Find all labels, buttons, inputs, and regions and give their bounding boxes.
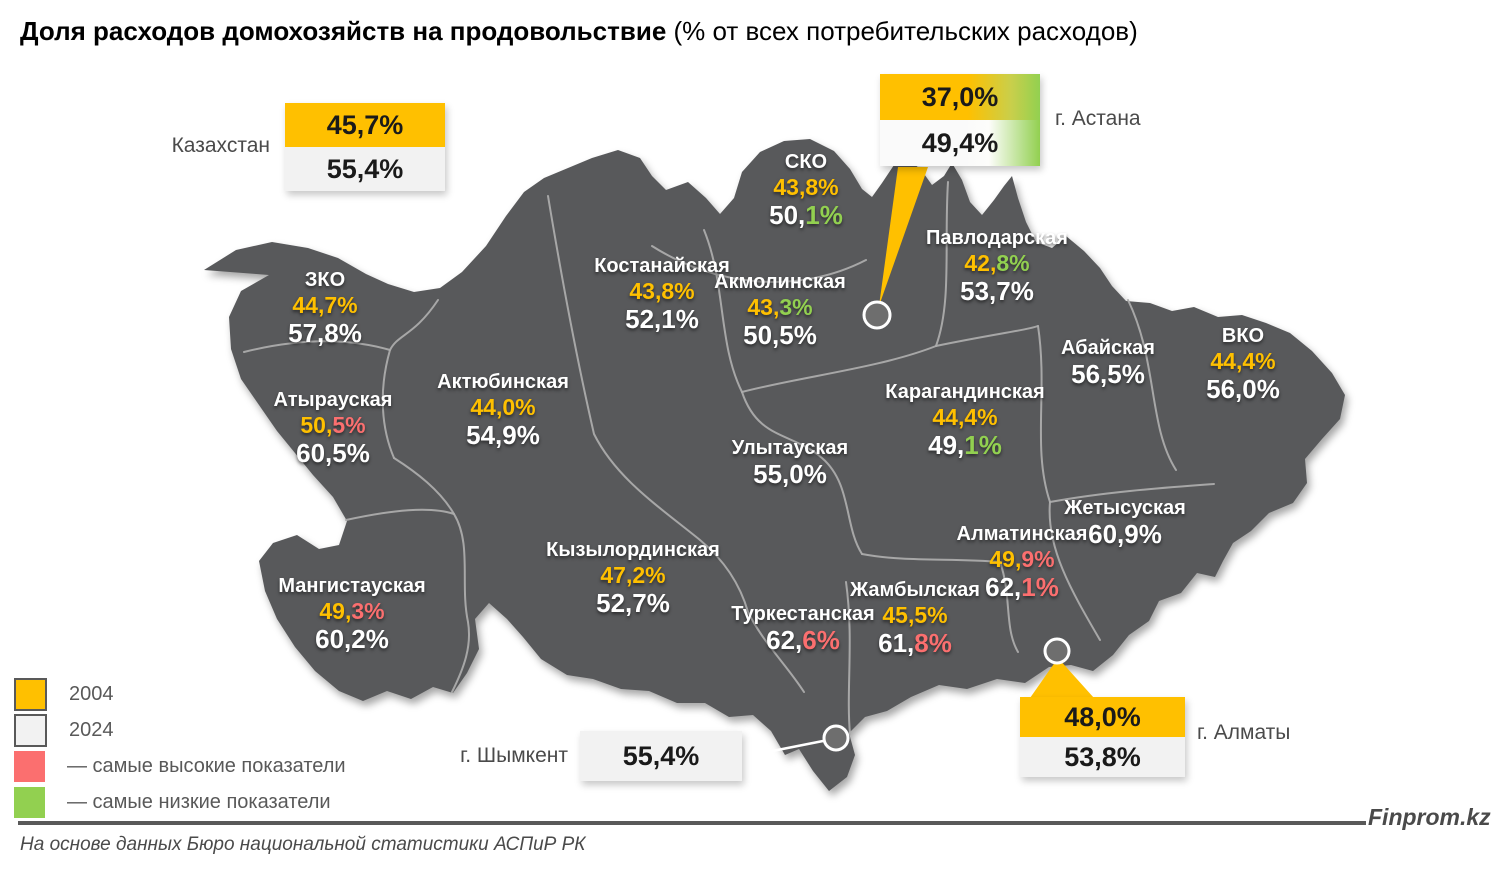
national-value-2004: 45,7% bbox=[285, 103, 445, 147]
legend-swatch bbox=[14, 714, 47, 747]
page-title-sub: (% от всех потребительских расходов) bbox=[666, 16, 1138, 46]
shymkent-label: г. Шымкент bbox=[460, 744, 568, 767]
legend-label: 2004 bbox=[69, 683, 114, 705]
legend-label: 2024 bbox=[69, 719, 114, 741]
almaty-callout-wedge bbox=[1030, 658, 1094, 698]
legend-label: — самые низкие показатели bbox=[67, 791, 331, 813]
shymkent-value-2024: 55,4% bbox=[580, 731, 742, 781]
shymkent-connector-line bbox=[741, 738, 829, 759]
legend-swatch bbox=[14, 751, 45, 782]
legend-swatch bbox=[14, 787, 45, 818]
astana-callout-box: 37,0% 49,4% bbox=[880, 74, 1040, 166]
region-borders bbox=[243, 181, 1215, 735]
source-note: На основе данных Бюро национальной стати… bbox=[20, 834, 586, 855]
astana-label: г. Астана bbox=[1055, 107, 1141, 130]
legend-item: — самые низкие показатели bbox=[14, 786, 346, 819]
almaty-value-2004: 48,0% bbox=[1020, 697, 1185, 737]
legend-item: 2004 bbox=[14, 678, 346, 711]
legend: 2004 2024 — самые высокие показатели — самы… bbox=[14, 678, 346, 822]
astana-city-marker bbox=[862, 300, 892, 330]
country-silhouette bbox=[204, 139, 1345, 791]
almaty-callout-box: 48,0% 53,8% bbox=[1020, 697, 1185, 777]
shymkent-callout-box: 55,4% bbox=[580, 731, 742, 781]
astana-value-2004: 37,0% bbox=[880, 74, 1040, 120]
page-title-main: Доля расходов домохозяйств на продовольс… bbox=[20, 16, 667, 46]
footer-divider bbox=[18, 821, 1366, 825]
national-label: Казахстан bbox=[171, 134, 270, 157]
legend-swatch bbox=[14, 678, 47, 711]
national-callout-box: 45,7% 55,4% bbox=[285, 103, 445, 191]
almaty-value-2024: 53,8% bbox=[1020, 737, 1185, 777]
legend-item: — самые высокие показатели bbox=[14, 750, 346, 783]
shymkent-city-marker bbox=[822, 724, 850, 752]
astana-callout-wedge bbox=[879, 167, 928, 306]
almaty-city-marker bbox=[1043, 637, 1071, 665]
national-value-2024: 55,4% bbox=[285, 147, 445, 191]
brand-logo: Finprom.kz bbox=[1368, 804, 1491, 830]
almaty-label: г. Алматы bbox=[1197, 721, 1291, 744]
page-title: Доля расходов домохозяйств на продовольс… bbox=[20, 16, 1138, 47]
legend-item: 2024 bbox=[14, 714, 346, 747]
astana-value-2024: 49,4% bbox=[880, 120, 1040, 166]
legend-label: — самые высокие показатели bbox=[67, 755, 346, 777]
